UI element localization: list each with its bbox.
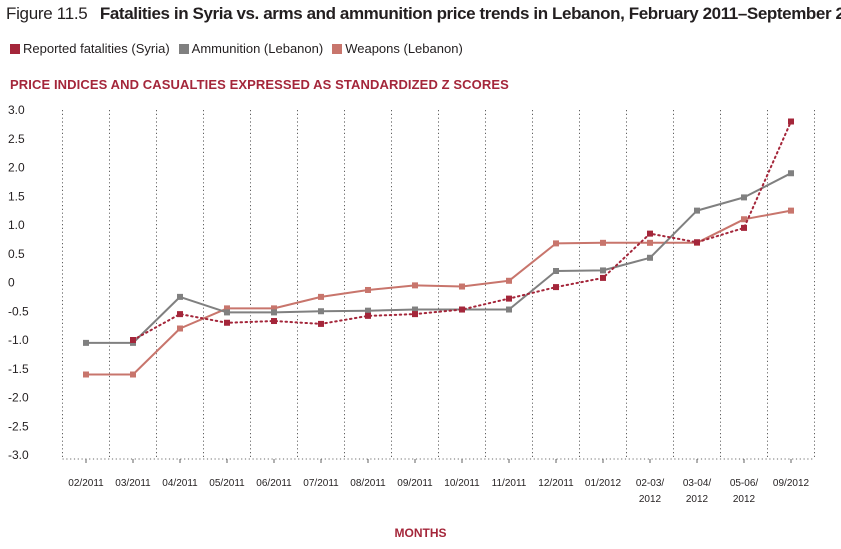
- data-point-weapons: [130, 371, 136, 378]
- y-tick-label: 2.5: [8, 132, 25, 146]
- data-point-ammunition: [788, 170, 794, 177]
- data-point-ammunition: [224, 309, 230, 316]
- x-tick-label: 09/2012: [773, 478, 810, 489]
- y-tick-label: -1.0: [8, 333, 29, 347]
- x-tick-label: 11/2011: [492, 478, 527, 489]
- data-point-weapons: [459, 283, 465, 290]
- data-point-fatalities: [365, 312, 371, 319]
- figure-title-row: Figure 11.5 Fatalities in Syria vs. arms…: [6, 4, 841, 24]
- x-tick-label: 02/2011: [68, 478, 104, 489]
- y-tick-label: 1.5: [8, 189, 25, 203]
- legend-swatch-fatalities: [10, 43, 20, 54]
- y-tick-label: 0: [8, 276, 15, 290]
- y-tick-label: 2.0: [8, 161, 25, 175]
- x-tick-label: 02-03/: [636, 478, 665, 489]
- data-point-ammunition: [412, 306, 418, 313]
- y-tick-label: 3.0: [8, 103, 25, 117]
- x-tick-label: 08/2011: [350, 478, 386, 489]
- data-point-weapons: [224, 305, 230, 312]
- data-point-weapons: [177, 325, 183, 332]
- data-point-ammunition: [177, 293, 183, 300]
- data-point-fatalities: [694, 239, 700, 246]
- data-point-weapons: [83, 371, 89, 378]
- series-line-ammunition: [86, 172, 792, 344]
- legend-item-fatalities: Reported fatalities (Syria): [10, 41, 170, 56]
- data-point-fatalities: [412, 311, 418, 318]
- y-tick-label: -2.5: [8, 419, 29, 433]
- data-point-weapons: [365, 286, 371, 293]
- data-point-fatalities: [647, 230, 653, 237]
- legend-item-ammunition: Ammunition (Lebanon): [178, 41, 324, 56]
- data-point-fatalities: [130, 337, 136, 343]
- x-tick-label: 06/2011: [256, 478, 292, 489]
- legend-label-weapons: Weapons (Lebanon): [345, 41, 463, 56]
- x-tick-label: 2012: [639, 494, 662, 505]
- data-point-weapons: [647, 239, 653, 246]
- data-point-fatalities: [506, 295, 512, 302]
- data-point-fatalities: [224, 319, 230, 326]
- data-point-weapons: [271, 305, 277, 312]
- data-point-ammunition: [600, 267, 606, 274]
- x-tick-label: 07/2011: [303, 478, 339, 489]
- x-tick-label: 03/2011: [115, 478, 151, 489]
- x-tick-label: 05/2011: [209, 478, 245, 489]
- data-point-ammunition: [694, 207, 700, 214]
- y-tick-label: -3.0: [8, 448, 29, 462]
- x-tick-label: 2012: [733, 494, 756, 505]
- y-tick-label: -2.0: [8, 391, 29, 405]
- data-point-fatalities: [177, 311, 183, 318]
- figure-label: Figure 11.5: [6, 4, 88, 23]
- y-tick-label: -0.5: [8, 304, 29, 318]
- data-point-fatalities: [600, 274, 606, 281]
- data-point-fatalities: [553, 284, 559, 291]
- data-point-fatalities: [318, 320, 324, 327]
- data-point-ammunition: [506, 306, 512, 313]
- data-point-fatalities: [271, 318, 277, 325]
- data-point-ammunition: [83, 339, 89, 346]
- data-point-fatalities: [741, 224, 747, 231]
- legend-swatch-weapons: [332, 43, 343, 54]
- data-point-ammunition: [741, 194, 747, 201]
- x-tick-label: 04/2011: [162, 478, 198, 489]
- x-tick-label: 05-06/: [730, 478, 759, 489]
- legend-label-ammunition: Ammunition (Lebanon): [191, 41, 324, 56]
- data-point-fatalities: [788, 118, 794, 125]
- data-point-ammunition: [318, 308, 324, 315]
- data-point-weapons: [553, 240, 559, 247]
- figure-title: Fatalities in Syria vs. arms and ammunit…: [99, 4, 841, 23]
- data-point-weapons: [600, 239, 606, 246]
- x-tick-label: 09/2011: [397, 478, 433, 489]
- legend-swatch-ammunition: [178, 43, 189, 54]
- data-point-weapons: [412, 282, 418, 289]
- x-tick-label: 2012: [686, 494, 709, 505]
- series-line-fatalities: [132, 120, 792, 341]
- x-tick-label: 12/2011: [538, 478, 574, 489]
- legend-label-fatalities: Reported fatalities (Syria): [23, 41, 170, 56]
- chart-legend: Reported fatalities (Syria) Ammunition (…: [10, 41, 463, 56]
- data-point-ammunition: [553, 268, 559, 274]
- data-point-weapons: [741, 216, 747, 223]
- data-point-ammunition: [271, 309, 277, 316]
- data-point-weapons: [788, 207, 794, 214]
- y-tick-label: 1.0: [8, 218, 25, 232]
- x-axis-title: MONTHS: [394, 526, 447, 540]
- x-tick-label: 01/2012: [585, 478, 622, 489]
- data-point-ammunition: [365, 307, 371, 314]
- series-line-weapons: [86, 209, 792, 376]
- data-point-fatalities: [459, 306, 465, 313]
- legend-item-weapons: Weapons (Lebanon): [332, 41, 463, 56]
- data-point-ammunition: [647, 254, 653, 261]
- data-point-weapons: [318, 293, 324, 300]
- chart-subtitle: PRICE INDICES AND CASUALTIES EXPRESSED A…: [10, 77, 509, 92]
- y-tick-label: 0.5: [8, 247, 25, 261]
- y-tick-label: -1.5: [8, 362, 29, 376]
- data-point-weapons: [506, 277, 512, 284]
- x-tick-label: 10/2011: [444, 478, 480, 489]
- x-tick-label: 03-04/: [683, 478, 712, 489]
